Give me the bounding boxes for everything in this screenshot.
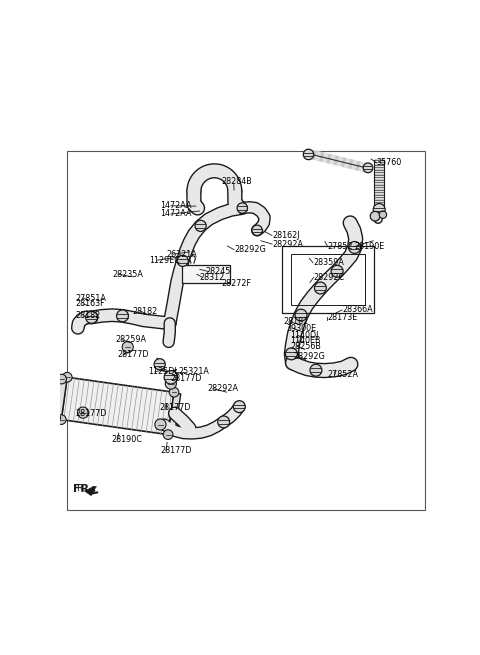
Text: 28292C: 28292C <box>314 272 345 282</box>
Circle shape <box>233 401 245 413</box>
Circle shape <box>163 430 173 440</box>
Circle shape <box>165 378 177 389</box>
Text: 28272F: 28272F <box>222 280 252 288</box>
Circle shape <box>177 255 188 267</box>
Text: 25321A: 25321A <box>178 367 209 376</box>
Text: 28284B: 28284B <box>222 178 252 187</box>
Circle shape <box>154 359 165 370</box>
Text: 1472AA: 1472AA <box>160 201 192 210</box>
Circle shape <box>77 407 89 418</box>
Circle shape <box>379 211 386 218</box>
Text: 28177D: 28177D <box>170 374 202 383</box>
Text: 28292G: 28292G <box>294 352 325 362</box>
Text: 28190C: 28190C <box>111 435 142 444</box>
Text: 28292A: 28292A <box>272 240 303 249</box>
Polygon shape <box>53 377 67 420</box>
Circle shape <box>286 348 297 360</box>
Text: 35760: 35760 <box>376 158 401 167</box>
Circle shape <box>85 311 97 324</box>
Circle shape <box>122 341 133 353</box>
Circle shape <box>195 220 206 231</box>
Text: 28177D: 28177D <box>160 403 191 412</box>
Text: 28235A: 28235A <box>112 270 143 279</box>
Circle shape <box>169 387 179 397</box>
Text: 28359A: 28359A <box>313 258 344 267</box>
Text: 1140EB: 1140EB <box>290 336 321 345</box>
Bar <box>290 254 365 305</box>
Text: 27851A: 27851A <box>75 293 106 303</box>
Text: 26321A: 26321A <box>166 250 197 259</box>
Polygon shape <box>168 392 181 435</box>
Text: 27852A: 27852A <box>328 370 359 379</box>
Text: 28163F: 28163F <box>75 299 105 309</box>
Text: 28292G: 28292G <box>234 245 266 254</box>
Text: 28182: 28182 <box>75 311 100 320</box>
Text: 1129EC: 1129EC <box>149 255 180 265</box>
Text: FR.: FR. <box>73 484 94 494</box>
Circle shape <box>218 416 229 428</box>
Circle shape <box>295 309 307 321</box>
Text: 28177D: 28177D <box>75 409 107 418</box>
Text: 28292A: 28292A <box>207 384 238 393</box>
Text: 27852: 27852 <box>328 242 353 252</box>
Circle shape <box>164 371 178 384</box>
Text: 28177D: 28177D <box>118 350 149 360</box>
Circle shape <box>57 415 66 424</box>
Text: 28259A: 28259A <box>115 335 146 345</box>
Polygon shape <box>61 377 174 435</box>
Circle shape <box>57 374 66 384</box>
Circle shape <box>363 163 373 173</box>
Circle shape <box>310 364 322 376</box>
Circle shape <box>155 419 166 430</box>
Text: 28245: 28245 <box>206 267 231 276</box>
Text: 28256B: 28256B <box>290 342 322 351</box>
Bar <box>182 265 229 283</box>
Text: 1472AA: 1472AA <box>160 210 192 219</box>
Circle shape <box>348 242 360 253</box>
Polygon shape <box>84 487 96 496</box>
Circle shape <box>331 265 343 277</box>
Text: 1125DL: 1125DL <box>148 367 179 376</box>
Circle shape <box>303 149 314 160</box>
Text: 28162J: 28162J <box>272 231 300 240</box>
Text: 28182: 28182 <box>132 307 158 316</box>
Circle shape <box>237 203 248 214</box>
Circle shape <box>117 310 129 322</box>
Bar <box>282 246 373 313</box>
Text: 28173E: 28173E <box>327 312 357 322</box>
Circle shape <box>252 225 263 236</box>
Text: 39300E: 39300E <box>287 324 317 333</box>
Circle shape <box>370 212 380 221</box>
Text: 28190E: 28190E <box>354 242 384 252</box>
Circle shape <box>314 282 326 294</box>
Circle shape <box>373 204 385 215</box>
Text: 1140DJ: 1140DJ <box>290 331 319 340</box>
Text: 28182: 28182 <box>283 317 309 326</box>
Text: 28177D: 28177D <box>160 446 192 455</box>
Circle shape <box>62 373 72 382</box>
Text: 28312: 28312 <box>200 272 225 282</box>
Text: 28366A: 28366A <box>342 305 372 314</box>
Text: FR.: FR. <box>73 485 85 493</box>
Circle shape <box>51 413 60 422</box>
